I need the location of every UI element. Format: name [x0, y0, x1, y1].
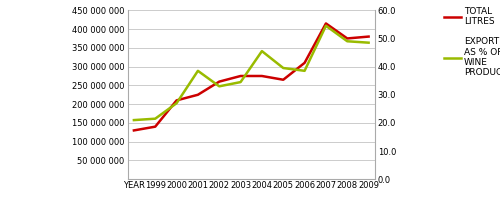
- Legend: TOTAL
LITRES, EXPORT
AS % OF
WINE
PRODUCTION: TOTAL LITRES, EXPORT AS % OF WINE PRODUC…: [444, 7, 500, 77]
